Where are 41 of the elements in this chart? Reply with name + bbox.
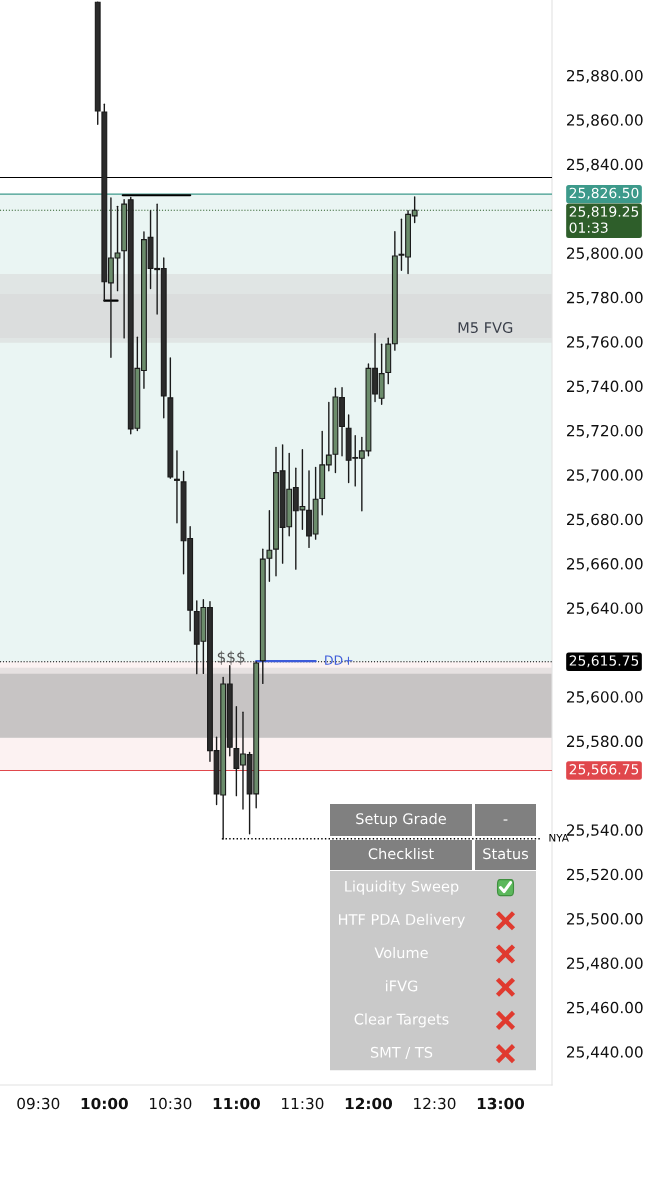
annotation: - [503,819,508,821]
ref-line-label: 25,819.25 01:33 [569,206,639,233]
y-tick-label: 25,880.00 [567,69,643,84]
y-tick-label: 25,520.00 [567,868,643,882]
annotation: Status [483,848,529,860]
x-tick-label: 10:30 [150,1097,192,1110]
series-label: NYA [549,833,569,842]
y-tick-label: 25,580.00 [567,735,643,749]
y-tick-label: 25,700.00 [567,469,643,483]
y-tick-label: 25,760.00 [567,336,643,350]
x-tick-label: 09:30 [17,1097,60,1110]
x-tick-label: 11:00 [213,1097,260,1110]
ref-line-label: 25,566.75 [569,764,639,776]
y-tick-label: 25,640.00 [567,602,643,616]
y-tick-label: 25,480.00 [567,957,643,971]
y-tick-label: 25,780.00 [567,291,643,305]
y-tick-label: 25,680.00 [567,513,643,527]
y-tick-label: 25,660.00 [567,558,643,572]
series-label: DD+ [325,655,353,665]
y-tick-label: 25,720.00 [567,424,643,439]
annotation: Setup Grade [356,812,446,828]
annotation: $$$ [217,650,245,665]
y-tick-label: 25,840.00 [567,158,643,172]
y-tick-label: 25,540.00 [567,824,643,838]
x-tick-label: 12:30 [414,1097,456,1110]
x-tick-label: 12:00 [345,1097,393,1110]
annotation: Checklist [368,847,434,860]
ref-line-label: 25,615.75 [569,655,639,668]
y-tick-label: 25,500.00 [567,913,643,927]
y-tick-label: 25,600.00 [567,691,643,705]
x-tick-label: 11:30 [282,1097,324,1110]
y-tick-label: 25,460.00 [567,1001,643,1015]
y-tick-label: 25,740.00 [567,380,643,394]
y-tick-label: 25,800.00 [567,247,643,261]
band-label: M5 FVG [458,322,513,334]
x-tick-label: 13:00 [477,1097,525,1110]
y-tick-label: 25,440.00 [567,1046,643,1060]
y-tick-label: 25,860.00 [567,114,643,128]
x-tick-label: 10:00 [81,1097,128,1110]
candlestick [174,450,180,524]
ref-line-label: 25,826.50 [569,187,639,200]
